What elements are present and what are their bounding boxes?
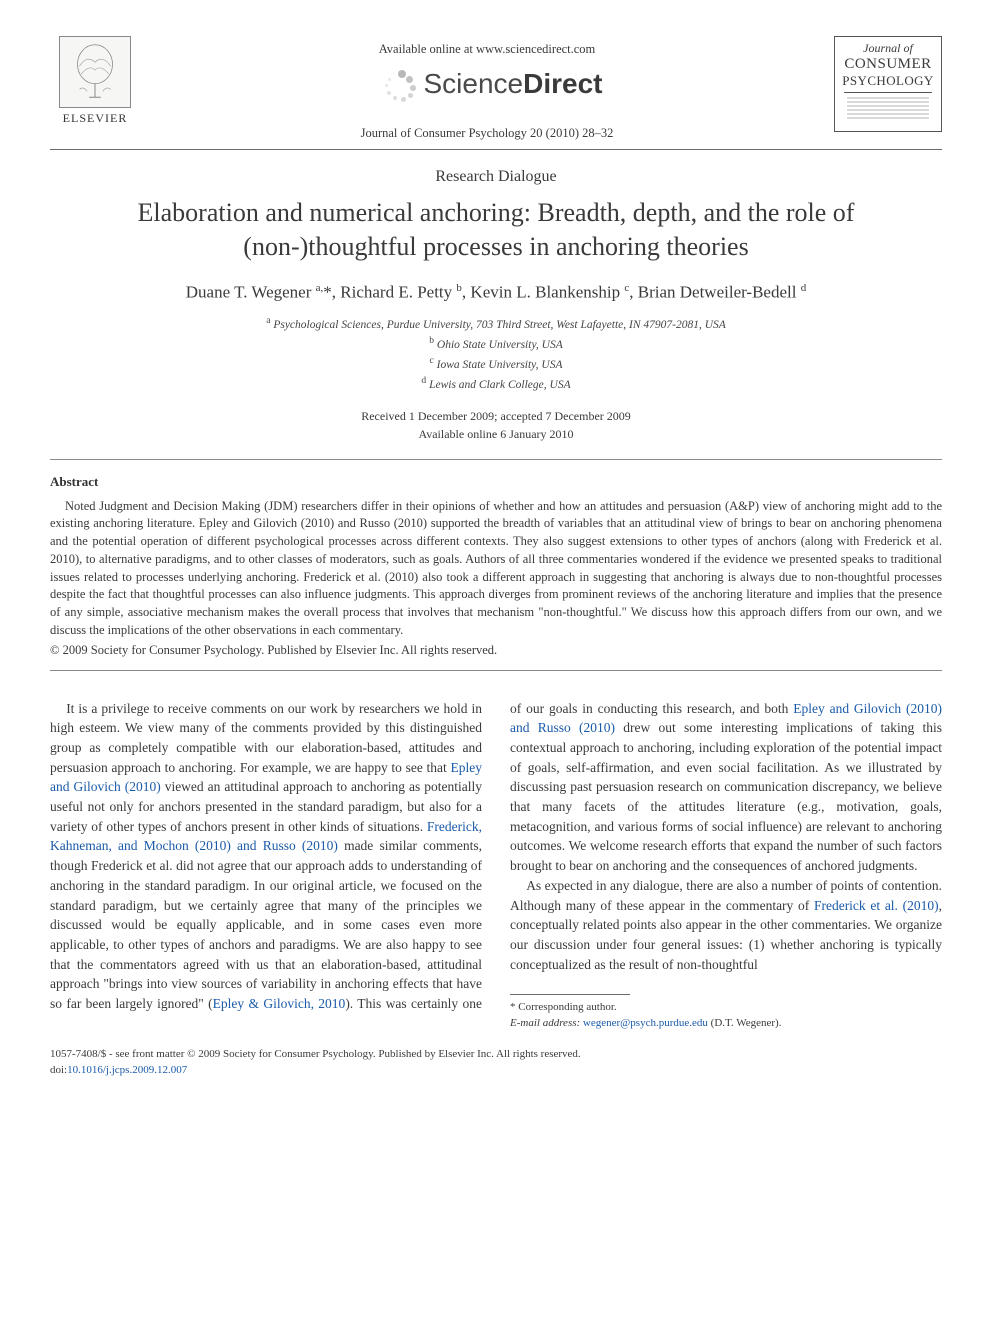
footnote-separator (510, 994, 630, 995)
author-list: Duane T. Wegener a,*, Richard E. Petty b… (50, 282, 942, 303)
sciencedirect-wordmark: ScienceDirect (424, 68, 603, 100)
sciencedirect-logo: ScienceDirect (372, 64, 603, 104)
doi-line: doi:10.1016/j.jcps.2009.12.007 (50, 1063, 942, 1078)
affiliation-item: d Lewis and Clark College, USA (50, 374, 942, 394)
pre-abstract-rule (50, 459, 942, 460)
affiliation-item: b Ohio State University, USA (50, 334, 942, 354)
article-type: Research Dialogue (50, 168, 942, 186)
doi-link[interactable]: 10.1016/j.jcps.2009.12.007 (67, 1064, 187, 1076)
citation-link[interactable]: Epley & Gilovich, 2010 (213, 996, 346, 1011)
available-online-text: Available online at www.sciencedirect.co… (140, 42, 834, 57)
page-header: ELSEVIER Available online at www.science… (50, 36, 942, 141)
article-body: It is a privilege to receive comments on… (50, 699, 942, 1032)
abstract-copyright: © 2009 Society for Consumer Psychology. … (50, 643, 942, 658)
journal-cover-thumbnail: Journal of CONSUMER PSYCHOLOGY (834, 36, 942, 132)
author-email-link[interactable]: wegener@psych.purdue.edu (583, 1017, 708, 1029)
article-title: Elaboration and numerical anchoring: Bre… (70, 196, 922, 264)
front-matter-line: 1057-7408/$ - see front matter © 2009 So… (50, 1047, 942, 1062)
article-dates: Received 1 December 2009; accepted 7 Dec… (50, 407, 942, 443)
cover-stub-lines (847, 97, 929, 119)
post-abstract-rule (50, 670, 942, 671)
cover-divider (844, 92, 932, 93)
elsevier-tree-icon (59, 36, 131, 108)
cover-line-2: CONSUMER (844, 56, 931, 73)
footnote-block: * Corresponding author. E-mail address: … (510, 994, 942, 1031)
abstract-heading: Abstract (50, 474, 942, 490)
corresponding-author-note: * Corresponding author. (510, 1000, 942, 1015)
affiliation-item: c Iowa State University, USA (50, 354, 942, 374)
journal-reference: Journal of Consumer Psychology 20 (2010)… (140, 126, 834, 141)
email-attribution: (D.T. Wegener). (711, 1017, 782, 1029)
affiliation-item: a Psychological Sciences, Purdue Univers… (50, 314, 942, 334)
citation-link[interactable]: Frederick et al. (2010) (814, 898, 939, 913)
body-paragraph-1: It is a privilege to receive comments on… (50, 699, 942, 1032)
corresponding-email-line: E-mail address: wegener@psych.purdue.edu… (510, 1016, 942, 1031)
header-rule (50, 149, 942, 150)
cover-line-1: Journal of (863, 41, 913, 56)
email-label: E-mail address: (510, 1017, 580, 1029)
page-footer-meta: 1057-7408/$ - see front matter © 2009 So… (50, 1047, 942, 1078)
cover-line-3: PSYCHOLOGY (842, 73, 933, 89)
affiliation-list: a Psychological Sciences, Purdue Univers… (50, 314, 942, 394)
publisher-logo: ELSEVIER (50, 36, 140, 126)
available-online-date: Available online 6 January 2010 (418, 427, 573, 441)
abstract-text: Noted Judgment and Decision Making (JDM)… (50, 498, 942, 640)
publisher-name: ELSEVIER (50, 111, 140, 126)
body-paragraph-2: As expected in any dialogue, there are a… (510, 876, 942, 975)
received-accepted-dates: Received 1 December 2009; accepted 7 Dec… (361, 409, 631, 423)
abstract-section: Abstract Noted Judgment and Decision Mak… (50, 474, 942, 658)
sciencedirect-swirl-icon (372, 64, 418, 104)
header-center: Available online at www.sciencedirect.co… (140, 36, 834, 141)
